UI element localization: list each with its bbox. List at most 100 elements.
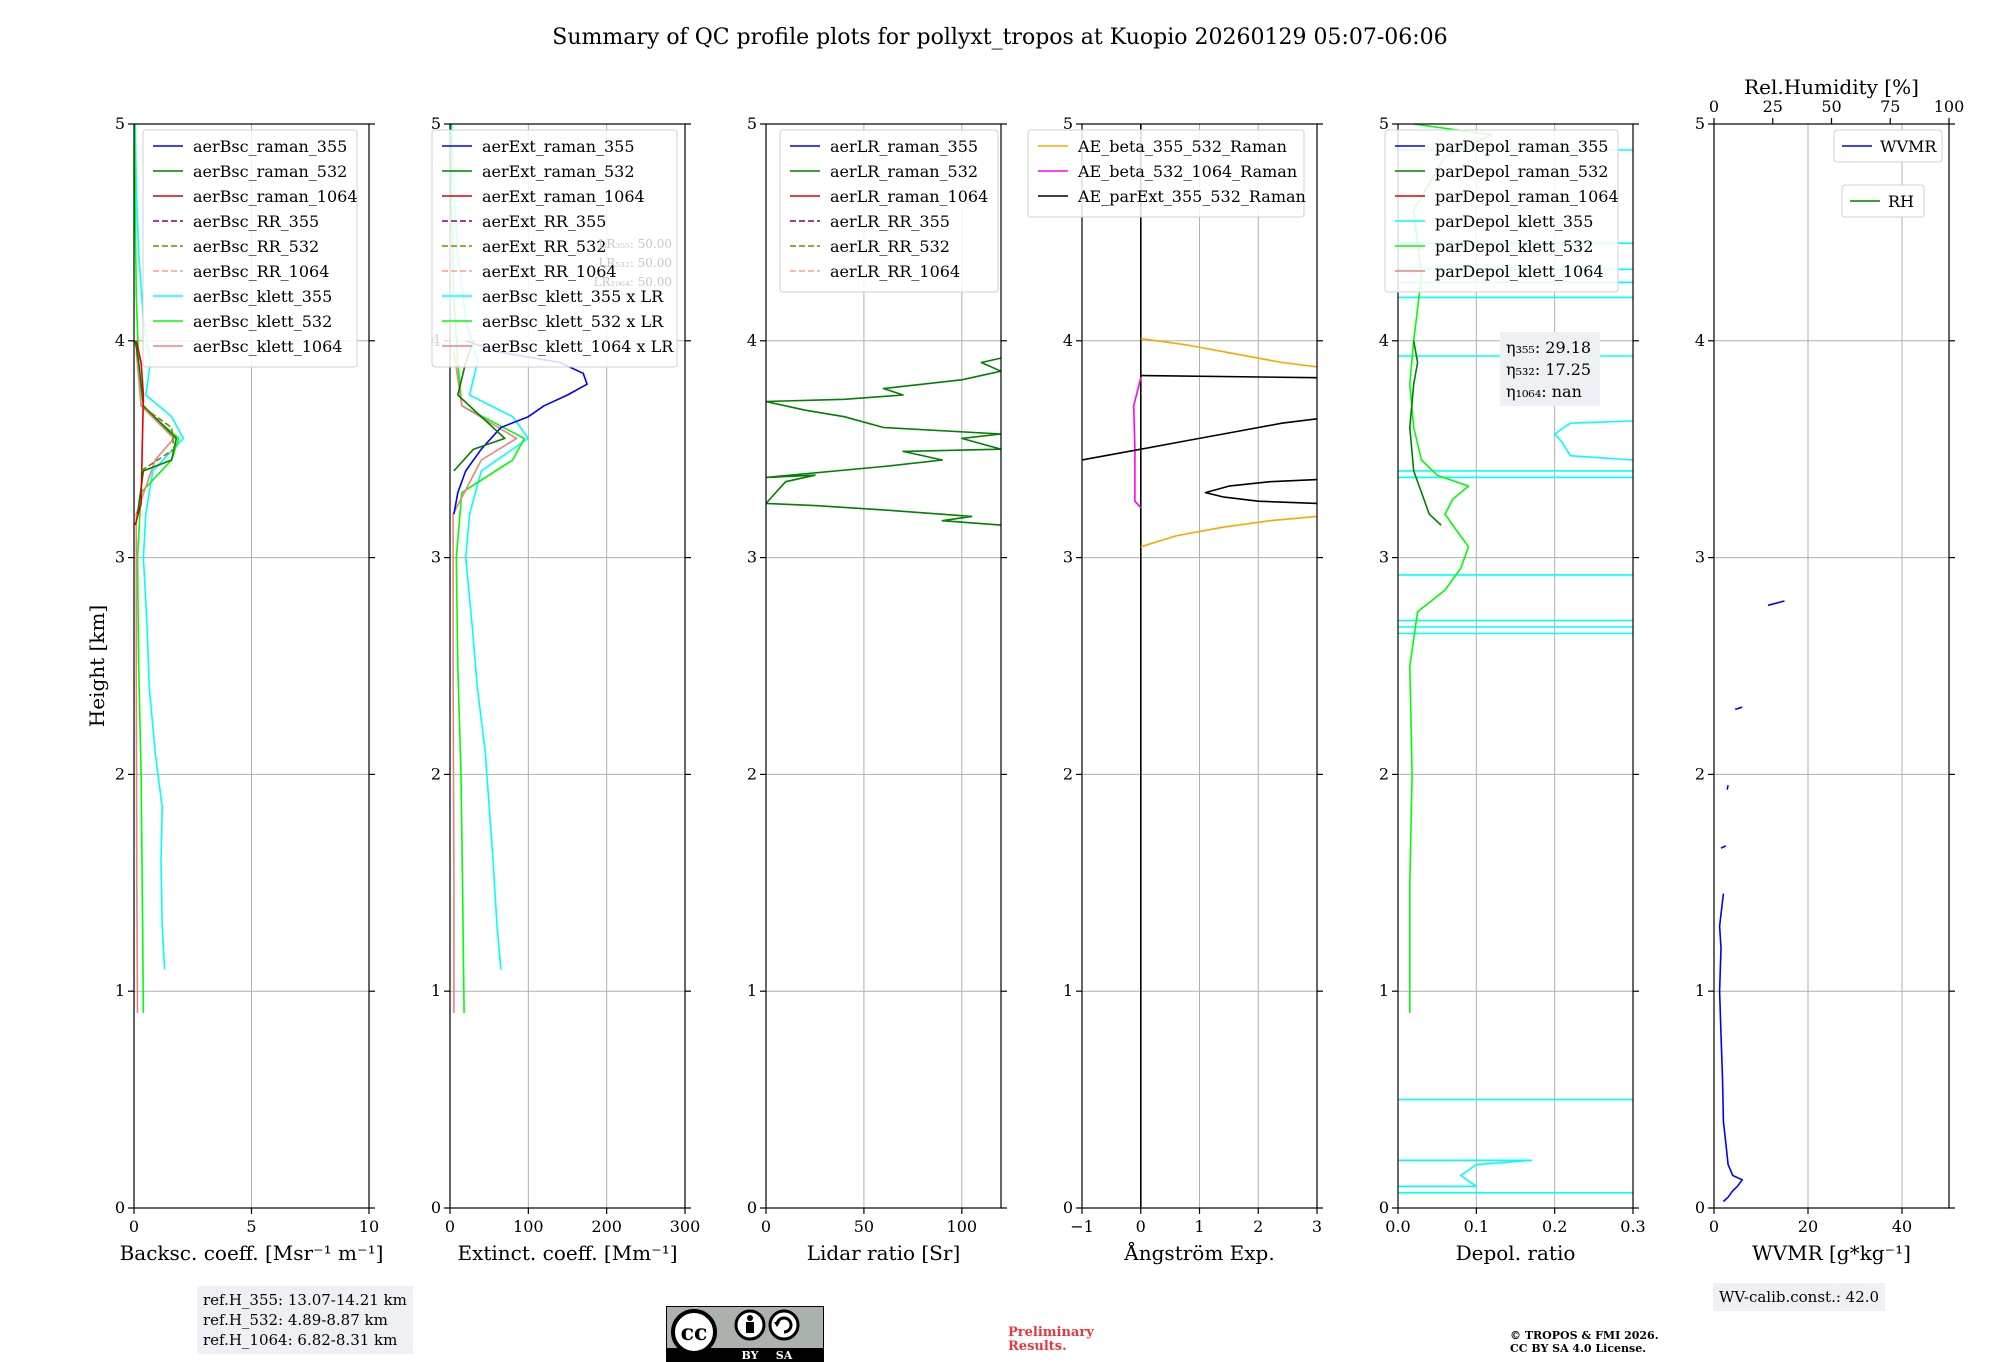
legend-label: aerExt_RR_1064 [482,262,617,281]
x-axis-label-ext: Extinct. coeff. [Mm⁻¹] [457,1241,677,1265]
series-line-wvmr [1734,706,1743,711]
preliminary-results-note: Preliminary Results. [1008,1326,1094,1354]
y-tick-label: 5 [747,114,757,133]
cc-sa-label: SA [776,1349,793,1362]
series-line-wvmr [1720,845,1727,849]
x-tick-label: 0 [129,1217,139,1236]
series-line-wvmr [1718,893,1743,1203]
series-group-lr [766,357,1001,526]
y-tick-label: 1 [1695,981,1705,1000]
y-tick-label: 5 [431,114,441,133]
series-line-aerbsc-raman-532 [134,340,178,515]
x-axis-label-lr: Lidar ratio [Sr] [807,1241,961,1265]
y-tick-label: 2 [431,764,441,783]
legend-box [779,129,999,293]
legend-label: aerLR_raman_1064 [830,187,988,206]
y-tick-label: 2 [115,764,125,783]
series-line-ae-beta-355-532-raman [1140,337,1317,368]
y-tick-label: 5 [1379,114,1389,133]
y-tick-label: 5 [115,114,125,133]
annotation-box [1500,332,1600,406]
y-tick-label: 3 [1379,548,1389,567]
y-tick-label: 4 [1063,331,1073,350]
x-tick-label: 2 [1253,1217,1263,1236]
axes-frame-lr [765,123,1002,1209]
x-tick-label: 40 [1892,1217,1912,1236]
legend-label: parDepol_raman_532 [1435,162,1608,181]
series-line-ae-parext-355-532-raman [1204,478,1317,505]
top-tick-label: 100 [1934,97,1965,116]
legend-ext: aerExt_raman_355 aerExt_raman_532 aerExt_r… [431,129,678,368]
top-tick-label: 25 [1763,97,1783,116]
share-alike-icon [768,1309,800,1341]
legend-label: aerLR_raman_532 [830,162,978,181]
y-tick-label: 3 [747,548,757,567]
legend-box [1027,129,1305,218]
legend-label: parDepol_raman_1064 [1435,187,1619,206]
axes-frame-wv [1713,123,1950,1209]
x-tick-label: 0 [1709,1217,1719,1236]
x-tick-label: 0.1 [1464,1217,1489,1236]
copyright-line-1: © TROPOS & FMI 2026. [1510,1329,1659,1342]
y-tick-label: 2 [747,764,757,783]
legend-label: RH [1888,192,1914,211]
legend-label: aerBsc_RR_355 [193,212,319,231]
series-line-pardepol-raman-532 [1409,340,1442,526]
series-line-aerbsc-klett-1064 [135,351,175,1013]
annotation-line: η₃₅₅: 29.18 [1506,338,1591,357]
lidar-ratio-note: LR₃₅₅: 50.00 [598,237,672,251]
y-tick-label: 4 [1695,331,1705,350]
y-tick-label: 0 [1063,1198,1073,1217]
y-tick-label: 4 [1379,331,1389,350]
series-line-wvmr [1767,600,1785,607]
ref-height-1064: ref.H_1064: 6.82-8.31 km [203,1331,398,1349]
copyright-note: © TROPOS & FMI 2026. CC BY SA 4.0 Licens… [1510,1329,1659,1355]
y-tick-label: 5 [1063,114,1073,133]
y-tick-label: 4 [115,331,125,350]
legend-label: aerBsc_klett_532 [193,312,332,331]
y-tick-label: 3 [431,548,441,567]
y-tick-label: 1 [747,981,757,1000]
legend-label: WVMR [1880,137,1937,156]
x-tick-label: 300 [670,1217,701,1236]
annotation-line: η₅₃₂: 17.25 [1506,360,1591,379]
preliminary-line-1: Preliminary [1008,1325,1094,1340]
legend-depol: parDepol_raman_355 parDepol_raman_532 parD… [1384,129,1619,293]
cc-circle-icon [671,1309,717,1355]
legend-label: AE_parExt_355_532_Raman [1077,187,1306,206]
legend-label: aerBsc_RR_1064 [193,262,329,281]
panel-bsc: 0 5 10 0 1 2 3 4 5 Backsc. coeff. [Msr⁻¹ m⁻¹] Heig… [85,114,383,1265]
series-line-ae-beta-355-532-raman [1140,515,1317,548]
x-tick-label: 0.2 [1542,1217,1567,1236]
legend-label: aerBsc_raman_1064 [193,187,358,206]
x-tick-label: 5 [246,1217,256,1236]
top-tick-label: 0 [1709,97,1719,116]
panel-depol: 0.0 0.1 0.2 0.3 0 1 2 3 4 5 Depol. ratio parDepol_r… [1379,114,1646,1265]
top-axis-label: Rel.Humidity [%] [1744,75,1919,99]
figure-title: Summary of QC profile plots for pollyxt_… [552,25,1447,50]
series-line-aerbsc-rr-532 [140,405,175,472]
series-line-aerbsc-raman-1064 [134,340,145,526]
copyright-line-2: CC BY SA 4.0 License. [1510,1342,1647,1355]
x-axis-label-ae: Ångström Exp. [1123,1240,1274,1265]
legend-label: aerLR_RR_532 [830,237,950,256]
panel-wv: 0 20 40 0 1 2 3 4 5 WVMR [g*kg⁻¹] 0 25 50 75 100 Rel.Hu… [1695,75,1965,1265]
cc-by-label: BY [742,1349,759,1362]
x-tick-label: 1 [1194,1217,1204,1236]
series-group-wv [1718,600,1785,1203]
x-tick-label: 3 [1312,1217,1322,1236]
x-axis-label-wv: WVMR [g*kg⁻¹] [1752,1241,1911,1265]
top-tick-label: 50 [1821,97,1841,116]
series-group-ae [1082,124,1317,1208]
y-tick-label: 3 [1695,548,1705,567]
y-tick-label: 3 [115,548,125,567]
x-tick-label: 0.0 [1385,1217,1410,1236]
legend-label: aerLR_RR_1064 [830,262,960,281]
legend-label: aerExt_raman_532 [482,162,635,181]
legend-label: parDepol_raman_355 [1435,137,1608,156]
legend-lr: aerLR_raman_355 aerLR_raman_532 aerLR_rama… [779,129,999,293]
lidar-ratio-note: LR₁₀₆₄: 50.00 [594,275,672,289]
legend-entry: RH [1841,184,1925,218]
legend-label: aerBsc_raman_532 [193,162,347,181]
panel-ext: 0100200300012345Extinct. coeff. [Mm⁻¹]ae… [431,114,700,1265]
